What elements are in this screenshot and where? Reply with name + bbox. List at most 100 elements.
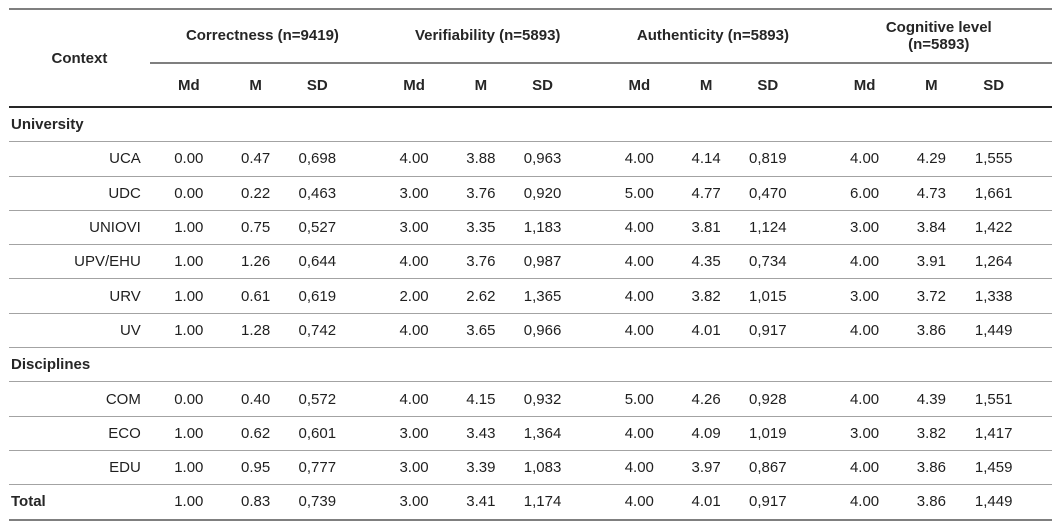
value-cell: 1.00: [149, 313, 222, 349]
value-cell: 3.86: [897, 313, 966, 349]
row-label: COM: [9, 381, 150, 417]
group-header-verifiability: Verifiability (n=5893): [375, 9, 601, 64]
value-cell: 3.00: [375, 176, 448, 211]
value-cell: 3.00: [375, 210, 448, 246]
value-cell: 0,619: [289, 278, 376, 314]
subheader-md: Md: [149, 63, 222, 108]
row-label: UNIOVI: [9, 210, 150, 246]
value-cell: 0.47: [221, 141, 290, 177]
value-cell: 0,463: [289, 176, 376, 211]
subheader-row: Md M SD Md M SD Md M SD Md M SD: [9, 63, 1052, 108]
value-cell: 2.00: [375, 278, 448, 314]
value-cell: 1,364: [514, 416, 601, 451]
value-cell: 3.82: [897, 416, 966, 451]
value-cell: 1,174: [514, 484, 601, 521]
data-row: UPV/EHU 1.00 1.26 0,644 4.00 3.76 0,987 4.00 4.3…: [9, 244, 1052, 280]
value-cell: 1,183: [514, 210, 601, 246]
value-cell: 3.84: [897, 210, 966, 246]
value-cell: 4.00: [600, 210, 673, 246]
data-row: COM 0.00 0.40 0,572 4.00 4.15 0,932 5.00 4.26 0,9…: [9, 381, 1052, 417]
value-cell: 4.00: [825, 313, 898, 349]
subheader-m: M: [447, 63, 515, 108]
value-cell: 1,449: [965, 313, 1052, 349]
value-cell: 4.00: [825, 244, 898, 280]
value-cell: 0.00: [149, 176, 222, 211]
value-cell: 0,966: [514, 313, 601, 349]
value-cell: 0,734: [740, 244, 826, 280]
total-label: Total: [9, 484, 150, 521]
group-header-row: Context Correctness (n=9419) Verifiabili…: [9, 9, 1052, 108]
group-header-authenticity: Authenticity (n=5893): [600, 9, 826, 64]
group-header-cognitive-level: Cognitive level (n=5893): [825, 9, 1052, 64]
value-cell: 0,644: [289, 244, 376, 280]
value-cell: 3.65: [447, 313, 515, 349]
value-cell: 3.82: [672, 278, 741, 314]
value-cell: 0,698: [289, 141, 376, 177]
subheader-sd: SD: [965, 63, 1052, 108]
value-cell: 1,422: [965, 210, 1052, 246]
value-cell: 1.28: [221, 313, 290, 349]
row-label: UV: [9, 313, 150, 349]
value-cell: 0.22: [221, 176, 290, 211]
value-cell: 1.00: [149, 244, 222, 280]
stats-table: Context Correctness (n=9419) Verifiabili…: [9, 8, 1052, 521]
value-cell: 4.00: [375, 313, 448, 349]
value-cell: 0,917: [740, 484, 826, 521]
value-cell: 0,963: [514, 141, 601, 177]
subheader-md: Md: [600, 63, 673, 108]
value-cell: 4.15: [447, 381, 515, 417]
value-cell: 0.00: [149, 381, 222, 417]
value-cell: 1,338: [965, 278, 1052, 314]
row-label: URV: [9, 278, 150, 314]
value-cell: 0,932: [514, 381, 601, 417]
value-cell: 3.35: [447, 210, 515, 246]
section-row: Disciplines: [9, 347, 1052, 383]
data-row: UV 1.00 1.28 0,742 4.00 3.65 0,966 4.00 4.01 0,91…: [9, 313, 1052, 349]
row-label: UPV/EHU: [9, 244, 150, 280]
data-row: ECO 1.00 0.62 0,601 3.00 3.43 1,364 4.00 4.09 1,0…: [9, 416, 1052, 451]
value-cell: 1.00: [149, 210, 222, 246]
value-cell: 4.29: [897, 141, 966, 177]
value-cell: 1,417: [965, 416, 1052, 451]
value-cell: 4.14: [672, 141, 741, 177]
table-body: University UCA 0.00 0.47 0,698 4.00 3.88 0,963 4…: [9, 107, 1052, 521]
value-cell: 0,742: [289, 313, 376, 349]
group-label: Verifiability (n=5893): [414, 27, 561, 45]
value-cell: 4.00: [600, 484, 673, 521]
value-cell: 1.00: [149, 450, 222, 486]
value-cell: 0,527: [289, 210, 376, 246]
value-cell: 4.39: [897, 381, 966, 417]
value-cell: 1.00: [149, 484, 222, 521]
subheader-m: M: [897, 63, 966, 108]
value-cell: 4.00: [600, 141, 673, 177]
value-cell: 3.72: [897, 278, 966, 314]
value-cell: 3.86: [897, 450, 966, 486]
value-cell: 0.95: [221, 450, 290, 486]
group-header-correctness: Correctness (n=9419): [149, 9, 376, 64]
value-cell: 1,661: [965, 176, 1052, 211]
value-cell: 0,777: [289, 450, 376, 486]
value-cell: 1,264: [965, 244, 1052, 280]
value-cell: 4.00: [600, 313, 673, 349]
value-cell: 0,920: [514, 176, 601, 211]
value-cell: 4.00: [375, 244, 448, 280]
data-row: UDC 0.00 0.22 0,463 3.00 3.76 0,920 5.00 4.77 0,4…: [9, 176, 1052, 211]
group-label: Authenticity (n=5893): [636, 27, 789, 45]
value-cell: 4.00: [600, 244, 673, 280]
value-cell: 4.01: [672, 313, 741, 349]
row-label: UCA: [9, 141, 150, 177]
data-row: UCA 0.00 0.47 0,698 4.00 3.88 0,963 4.00 4.14 0,8…: [9, 141, 1052, 177]
value-cell: 3.00: [825, 416, 898, 451]
value-cell: 4.00: [375, 141, 448, 177]
value-cell: 1,365: [514, 278, 601, 314]
value-cell: 3.97: [672, 450, 741, 486]
value-cell: 3.76: [447, 176, 515, 211]
context-header: Context: [9, 9, 150, 108]
subheader-md: Md: [825, 63, 898, 108]
subheader-sd: SD: [289, 63, 376, 108]
value-cell: 1,083: [514, 450, 601, 486]
value-cell: 0,470: [740, 176, 826, 211]
value-cell: 1,555: [965, 141, 1052, 177]
value-cell: 3.39: [447, 450, 515, 486]
value-cell: 3.86: [897, 484, 966, 521]
